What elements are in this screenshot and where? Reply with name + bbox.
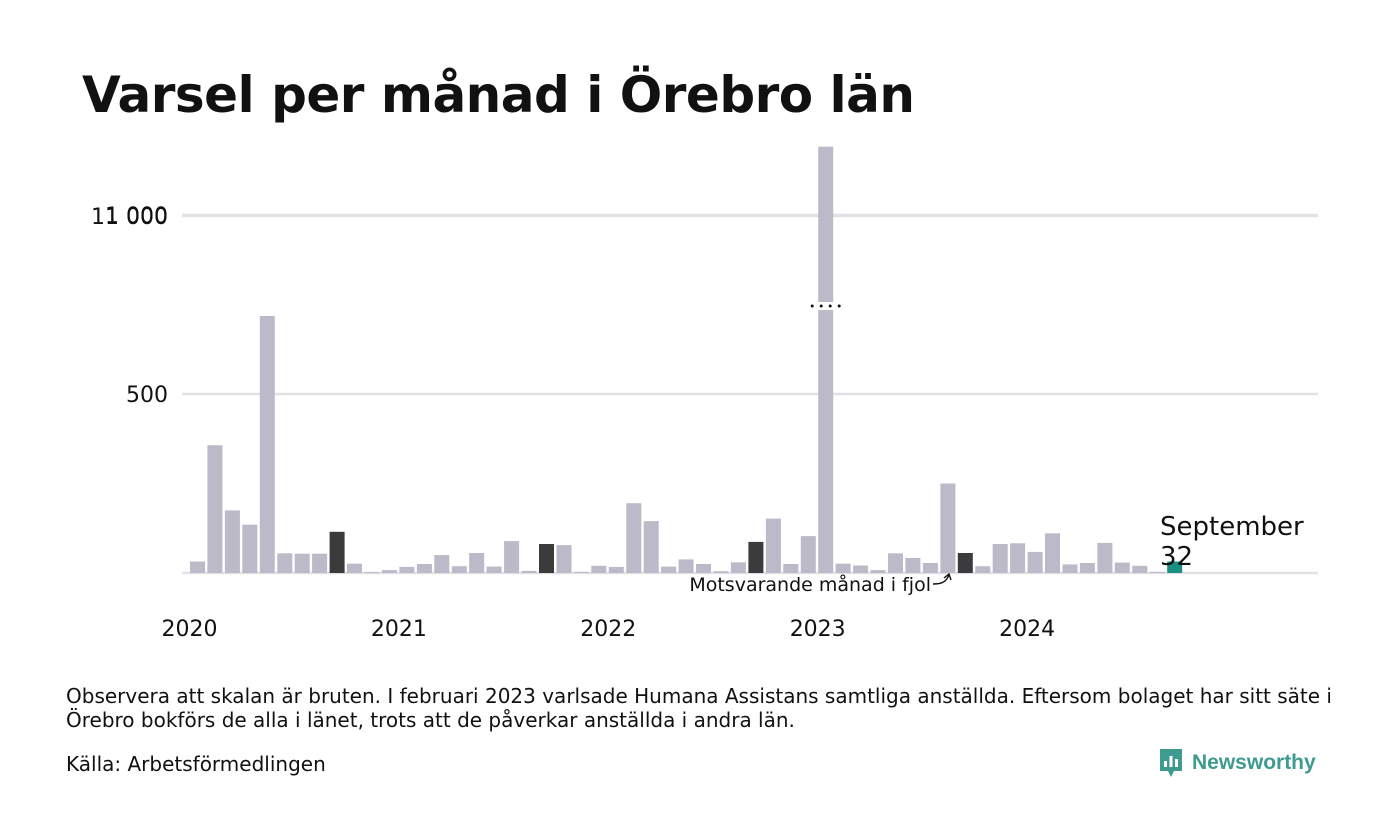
x-axis-tick-labels: 2020 2021 2022 2023 2024 <box>162 617 1056 642</box>
bar-2024-03 <box>1062 564 1078 573</box>
bar-2022-02 <box>626 503 642 573</box>
bar-2021-03 <box>434 555 450 573</box>
bar-2021-08 <box>521 570 537 573</box>
bar-2024-09 <box>1167 561 1183 573</box>
bar-2022-08 <box>730 562 746 573</box>
axis-break-dot <box>828 304 832 308</box>
bar-2022-09 <box>748 541 764 573</box>
bar-2020-01 <box>190 561 205 573</box>
chart-title: Varsel per månad i Örebro län <box>82 66 915 124</box>
bar-2023-04 <box>870 570 886 573</box>
source-credit: Källa: Arbetsförmedlingen <box>66 752 326 776</box>
bar-2021-07 <box>504 541 520 573</box>
bar-2022-05 <box>678 559 694 573</box>
bar-2023-10 <box>975 566 991 573</box>
axis-break-gap <box>808 302 844 310</box>
bar-2020-08 <box>312 553 328 573</box>
bar-2023-05 <box>888 553 903 573</box>
bar-2021-01 <box>399 566 415 573</box>
y-tick-label: 11 000 <box>91 205 168 230</box>
bar-2023-12 <box>1010 543 1026 573</box>
newsworthy-logo[interactable]: Newsworthy <box>1158 746 1316 780</box>
bar-2021-04 <box>451 566 467 573</box>
bar-2024-01 <box>1027 551 1043 573</box>
bar-2022-07 <box>713 571 729 573</box>
bar-2021-12 <box>591 565 607 573</box>
bar-2024-05 <box>1097 542 1113 573</box>
bar-2023-08 <box>940 483 956 573</box>
bar-2021-09 <box>539 544 554 573</box>
bar-2021-10 <box>556 545 572 573</box>
bar-2023-06 <box>905 558 921 573</box>
bar-2020-02 <box>207 445 223 573</box>
y-tick-label: 500 <box>126 383 168 408</box>
bar-2022-12 <box>800 536 816 573</box>
bar-2023-01 <box>818 146 834 573</box>
bar-2020-11 <box>364 572 380 573</box>
bar-2021-05 <box>469 553 485 573</box>
bar-2021-06 <box>486 566 502 573</box>
bar-2022-11 <box>783 564 799 573</box>
bar-2020-12 <box>381 570 397 573</box>
chart-note: Observera att skalan är bruten. I februa… <box>66 684 1332 732</box>
bar-2024-06 <box>1114 562 1130 573</box>
latest-month-label: September <box>1160 512 1304 542</box>
bar-2020-05 <box>259 316 275 573</box>
bar-2023-03 <box>853 565 869 573</box>
grid-lines <box>182 213 1318 575</box>
bar-2020-10 <box>347 563 362 573</box>
axis-break-dot <box>837 304 841 308</box>
x-tick-label: 2020 <box>162 617 218 642</box>
previous-year-annotation: Motsvarande månad i fjol <box>689 573 931 596</box>
bar-2023-09 <box>957 553 973 573</box>
bar-2024-07 <box>1132 565 1148 573</box>
bar-2022-06 <box>696 564 711 573</box>
axis-break-dot <box>810 304 814 308</box>
x-tick-label: 2022 <box>580 617 636 642</box>
bar-2020-04 <box>242 524 258 573</box>
bar-2021-02 <box>416 564 432 573</box>
bar-2022-03 <box>643 521 659 573</box>
bar-2023-02 <box>835 563 851 573</box>
x-tick-label: 2021 <box>371 617 427 642</box>
latest-value-label: 32 <box>1160 542 1193 572</box>
brand-name: Newsworthy <box>1192 751 1316 774</box>
bar-2020-03 <box>224 510 240 573</box>
annotations: Motsvarande månad i fjol September 32 <box>689 512 1304 596</box>
bar-2023-07 <box>922 563 938 573</box>
bar-2021-11 <box>573 571 589 573</box>
bar-2022-10 <box>765 518 781 573</box>
y-tick-label: 1 000 <box>105 204 168 229</box>
bar-2023-11 <box>992 544 1008 573</box>
x-tick-label: 2024 <box>999 617 1055 642</box>
bar-2024-02 <box>1045 533 1060 573</box>
axis-break-marker <box>808 302 844 310</box>
bars <box>190 146 1183 573</box>
previous-year-arrow <box>932 574 950 585</box>
bar-2024-04 <box>1079 563 1095 573</box>
previous-year-arrowhead <box>943 572 952 581</box>
bar-2020-06 <box>277 553 293 573</box>
bar-2024-08 <box>1149 571 1165 573</box>
x-tick-label: 2023 <box>790 617 846 642</box>
bar-2022-01 <box>608 566 624 573</box>
bar-2020-07 <box>294 553 310 573</box>
newsworthy-logo-icon <box>1160 749 1182 777</box>
axis-break-dot <box>819 304 823 308</box>
bar-2022-04 <box>661 566 677 573</box>
bar-2020-09 <box>329 531 345 573</box>
